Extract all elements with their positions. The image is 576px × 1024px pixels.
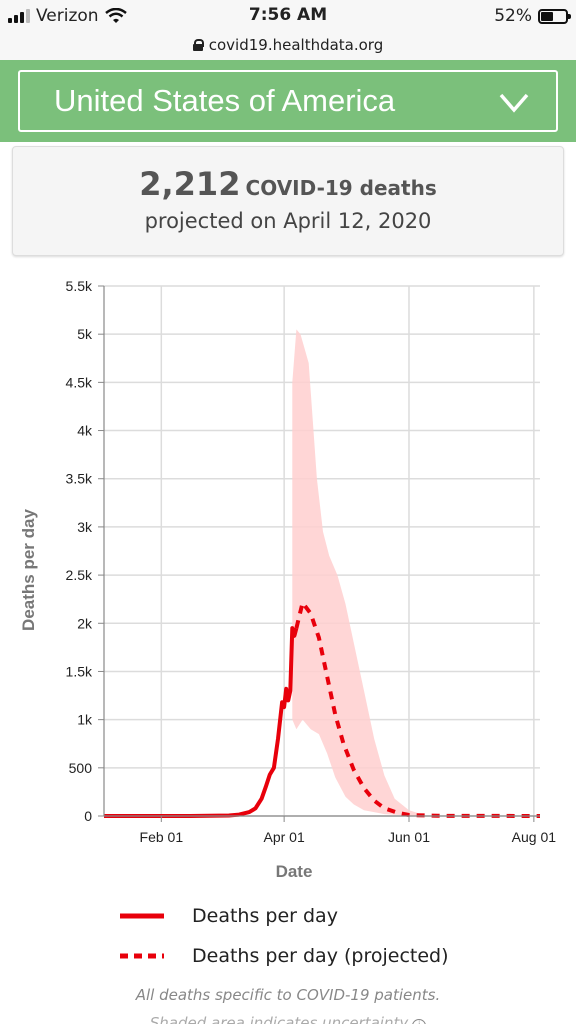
deaths-chart: 0 500 1k 1.5k 2k 2.5k 3k 3.5k 4k 4.5k 5k 5.5k Feb 01…	[19, 278, 557, 881]
chart-lines	[104, 600, 541, 818]
status-bar: Verizon 7:56 AM 52%	[0, 0, 576, 34]
deaths-label: COVID-19 deaths	[245, 176, 437, 200]
legend-item-projected[interactable]: Deaths per day (projected)	[120, 936, 449, 976]
legend-swatch-dashed	[120, 953, 164, 959]
footnote-uncertainty-text: Shaded area indicates uncertainty	[149, 1014, 409, 1024]
y-tick-label: 500	[69, 760, 93, 776]
series-projected-line	[294, 600, 541, 818]
signal-icon	[8, 9, 30, 23]
legend-label-projected: Deaths per day (projected)	[192, 945, 449, 967]
y-tick-label: 4.5k	[66, 374, 93, 390]
legend-swatch-solid	[120, 913, 164, 919]
wifi-icon	[104, 8, 127, 23]
footnote-uncertainty: Shaded area indicates uncertaintyi	[0, 1014, 576, 1024]
info-icon[interactable]: i	[412, 1019, 427, 1024]
url-text: covid19.healthdata.org	[208, 36, 384, 54]
chart-legend: Deaths per day Deaths per day (projected…	[120, 896, 449, 976]
chart-uncertainty	[292, 329, 428, 816]
projected-date: projected on April 12, 2020	[144, 209, 432, 233]
carrier-name: Verizon	[36, 6, 99, 26]
y-tick-label: 5.5k	[66, 278, 93, 294]
x-tick-label: Feb 01	[140, 829, 184, 845]
x-tick-label: Apr 01	[264, 829, 305, 845]
x-axis-label: Date	[276, 862, 313, 881]
summary-card: 2,212 COVID-19 deaths projected on April…	[12, 146, 564, 256]
y-tick-label: 4k	[77, 423, 93, 439]
y-tick-label: 1k	[77, 712, 93, 728]
legend-label-actual: Deaths per day	[192, 905, 338, 927]
series-actual-line	[104, 626, 299, 818]
battery-level	[541, 11, 554, 21]
deaths-value: 2,212	[139, 165, 241, 203]
chevron-down-icon	[499, 93, 529, 113]
lock-icon	[192, 39, 204, 51]
y-tick-label: 3.5k	[66, 471, 93, 487]
legend-item-actual[interactable]: Deaths per day	[120, 896, 449, 936]
footnote: All deaths specific to COVID-19 patients…	[135, 986, 441, 1004]
chart-axes: 0 500 1k 1.5k 2k 2.5k 3k 3.5k 4k 4.5k 5k 5.5k Feb 01…	[66, 278, 557, 845]
battery-icon	[538, 8, 571, 24]
x-tick-label: Aug 01	[512, 829, 557, 845]
y-tick-label: 1.5k	[66, 663, 93, 679]
x-tick-label: Jun 01	[388, 829, 430, 845]
header-bar: United States of America	[0, 60, 576, 142]
y-tick-label: 2k	[77, 615, 93, 631]
battery-status: 52%	[494, 6, 571, 26]
y-tick-label: 0	[84, 808, 92, 824]
y-tick-label: 5k	[77, 326, 93, 342]
y-tick-label: 3k	[77, 519, 93, 535]
address-bar[interactable]: covid19.healthdata.org	[0, 30, 576, 60]
y-tick-label: 2.5k	[66, 567, 93, 583]
y-axis-label: Deaths per day	[19, 509, 38, 631]
country-name: United States of America	[54, 83, 396, 118]
carrier: Verizon	[8, 6, 127, 26]
clock: 7:56 AM	[248, 5, 328, 25]
country-select[interactable]: United States of America	[18, 70, 558, 132]
battery-percent: 52%	[494, 6, 532, 26]
summary-headline: 2,212 COVID-19 deaths	[13, 165, 563, 203]
uncertainty-band	[292, 329, 428, 816]
